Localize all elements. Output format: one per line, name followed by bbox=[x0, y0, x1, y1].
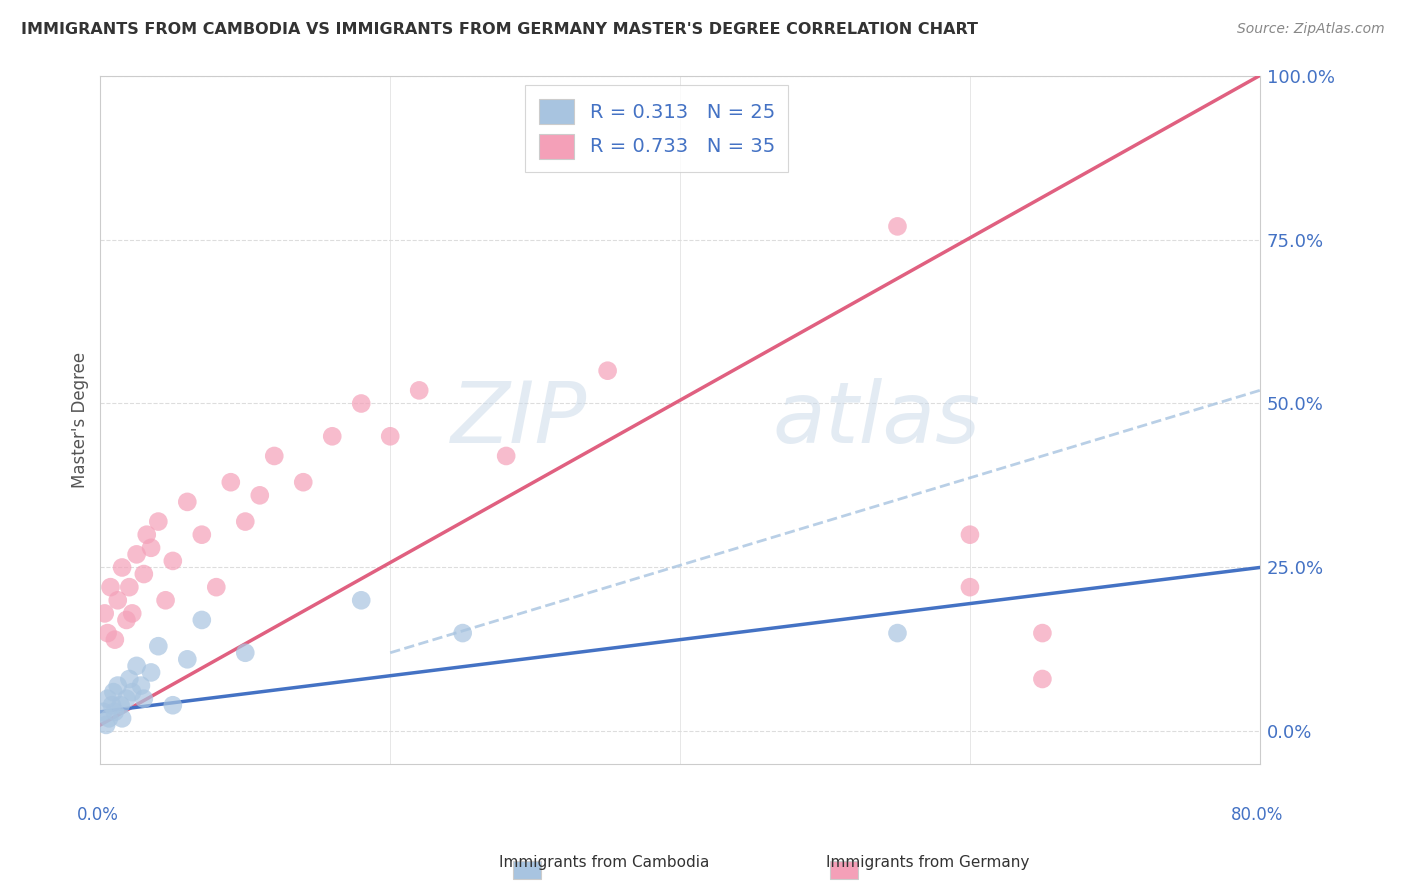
Point bbox=[959, 580, 981, 594]
Point bbox=[115, 613, 138, 627]
Point bbox=[886, 219, 908, 234]
Point bbox=[139, 541, 162, 555]
Point bbox=[1031, 626, 1053, 640]
Point bbox=[350, 593, 373, 607]
Point bbox=[249, 488, 271, 502]
Point bbox=[104, 632, 127, 647]
Text: ZIP: ZIP bbox=[451, 378, 588, 461]
Point bbox=[93, 607, 115, 621]
Point bbox=[205, 580, 228, 594]
Point bbox=[98, 711, 121, 725]
Point bbox=[451, 626, 474, 640]
Text: Source: ZipAtlas.com: Source: ZipAtlas.com bbox=[1237, 22, 1385, 37]
Point bbox=[233, 515, 256, 529]
Point bbox=[103, 685, 125, 699]
Point bbox=[162, 554, 184, 568]
Text: 80.0%: 80.0% bbox=[1230, 805, 1284, 823]
Point bbox=[321, 429, 343, 443]
Point bbox=[176, 495, 198, 509]
Point bbox=[94, 718, 117, 732]
Point bbox=[959, 527, 981, 541]
Point bbox=[125, 547, 148, 561]
Point bbox=[118, 672, 141, 686]
Point bbox=[121, 685, 143, 699]
Point bbox=[148, 515, 170, 529]
Point bbox=[111, 560, 134, 574]
Point bbox=[139, 665, 162, 680]
Point bbox=[176, 652, 198, 666]
Point bbox=[132, 691, 155, 706]
Point bbox=[101, 698, 124, 713]
Point bbox=[107, 679, 129, 693]
Point bbox=[292, 475, 315, 490]
Point bbox=[125, 658, 148, 673]
Point bbox=[155, 593, 177, 607]
Point bbox=[104, 705, 127, 719]
Point bbox=[91, 705, 114, 719]
Point bbox=[135, 527, 157, 541]
Point bbox=[148, 639, 170, 653]
Point bbox=[115, 691, 138, 706]
Point bbox=[596, 364, 619, 378]
Point bbox=[97, 691, 120, 706]
Point bbox=[219, 475, 242, 490]
Legend: R = 0.313   N = 25, R = 0.733   N = 35: R = 0.313 N = 25, R = 0.733 N = 35 bbox=[526, 86, 789, 172]
Y-axis label: Master's Degree: Master's Degree bbox=[72, 351, 89, 488]
Point bbox=[111, 711, 134, 725]
Point bbox=[132, 567, 155, 582]
Text: Immigrants from Germany: Immigrants from Germany bbox=[827, 855, 1029, 870]
Point bbox=[162, 698, 184, 713]
Point bbox=[191, 527, 214, 541]
Text: IMMIGRANTS FROM CAMBODIA VS IMMIGRANTS FROM GERMANY MASTER'S DEGREE CORRELATION : IMMIGRANTS FROM CAMBODIA VS IMMIGRANTS F… bbox=[21, 22, 979, 37]
Point bbox=[350, 396, 373, 410]
Point bbox=[110, 698, 132, 713]
Point bbox=[129, 679, 152, 693]
Point bbox=[495, 449, 517, 463]
Point bbox=[121, 607, 143, 621]
Point bbox=[118, 580, 141, 594]
Text: 0.0%: 0.0% bbox=[77, 805, 120, 823]
Text: Immigrants from Cambodia: Immigrants from Cambodia bbox=[499, 855, 710, 870]
Text: atlas: atlas bbox=[773, 378, 981, 461]
Point bbox=[233, 646, 256, 660]
Point bbox=[263, 449, 285, 463]
Point bbox=[100, 580, 122, 594]
Point bbox=[408, 384, 430, 398]
Point bbox=[107, 593, 129, 607]
Point bbox=[380, 429, 402, 443]
Point bbox=[1031, 672, 1053, 686]
Point bbox=[97, 626, 120, 640]
Point bbox=[886, 626, 908, 640]
Point bbox=[191, 613, 214, 627]
